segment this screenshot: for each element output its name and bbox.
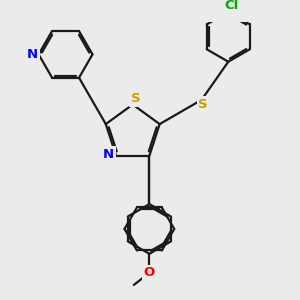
Text: N: N	[103, 148, 114, 160]
Text: O: O	[144, 266, 155, 279]
Text: S: S	[131, 92, 140, 105]
Text: S: S	[199, 98, 208, 110]
Text: N: N	[27, 48, 38, 61]
Text: Cl: Cl	[225, 0, 239, 12]
